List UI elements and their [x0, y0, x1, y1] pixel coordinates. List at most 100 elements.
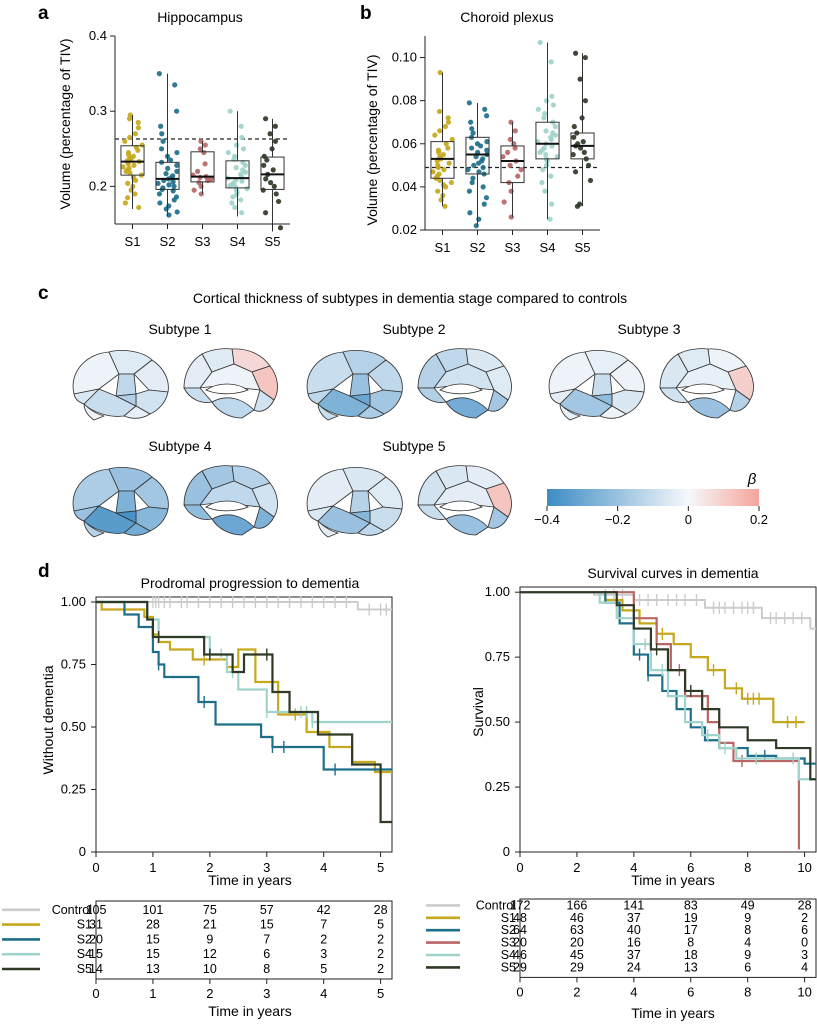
- survival-risk-cell: 29: [570, 960, 584, 974]
- choroid-box-S1: [430, 141, 455, 179]
- prodromal-risk-cell: 101: [142, 903, 163, 917]
- brain-lateral-2: [306, 350, 403, 421]
- choroid-point-S4: [548, 59, 554, 65]
- brain-lateral-3-region: [559, 403, 581, 421]
- choroid-point-S1: [445, 115, 451, 121]
- choroid-point-S5: [572, 169, 579, 175]
- prodromal-table-xlabel: Time in years: [208, 1003, 292, 1019]
- hippocampus-point-S2: [171, 197, 177, 203]
- hippocampus-point-S5: [262, 210, 269, 216]
- hippocampus-box-S5: [260, 156, 285, 190]
- choroid-point-S1: [442, 203, 448, 209]
- choroid-point-S4: [554, 154, 560, 160]
- hippocampus-point-S1: [120, 164, 126, 170]
- brain-medial-4-region: [211, 514, 255, 536]
- hippocampus-point-S1: [139, 142, 145, 148]
- choroid-point-S2: [476, 169, 482, 175]
- choroid-box-S2: [465, 136, 490, 175]
- brain-medial-3-corpus-callosum: [681, 383, 725, 395]
- hippocampus-point-S2: [156, 71, 162, 77]
- prodromal-risk-cell: 28: [374, 903, 388, 917]
- prodromal-risk-cell: 42: [317, 903, 331, 917]
- choroid-point-S4: [547, 216, 553, 222]
- hippocampus-point-S2: [174, 162, 180, 168]
- choroid-point-S1: [445, 145, 451, 151]
- prodromal-risk-cell: 5: [320, 962, 327, 976]
- hippocampus-point-S4: [239, 134, 245, 141]
- hippocampus-point-S5: [271, 183, 277, 189]
- choroid-point-S4: [540, 167, 546, 173]
- hippocampus-point-S2: [158, 146, 165, 152]
- brain-lateral-4-region: [123, 522, 151, 536]
- choroid-point-S2: [469, 126, 475, 132]
- hippocampus-point-S5: [275, 198, 282, 205]
- survival-risk-cell: 8: [744, 923, 751, 937]
- prodromal-xtick-label: 5: [377, 860, 384, 875]
- colorbar-ticks: −0.4 −0.2 0 0.2: [534, 506, 768, 527]
- choroid-title: Choroid plexus: [460, 9, 553, 25]
- prodromal-risk-cell: 10: [203, 962, 217, 976]
- hippocampus-point-S2: [155, 180, 161, 186]
- choroid-point-S5: [585, 162, 592, 168]
- hippocampus-point-S3: [197, 146, 203, 152]
- hippocampus-point-S2: [156, 191, 163, 197]
- choroid-point-S4: [541, 115, 547, 121]
- survival-risk-cell: 6: [801, 923, 808, 937]
- survival-ylabel: Survival: [470, 687, 486, 737]
- brain-medial-1-region: [211, 397, 255, 419]
- prodromal-ytick-label: 0: [79, 844, 86, 859]
- brain-medial-3-region: [659, 387, 689, 403]
- survival-risk-table-frame: [519, 898, 817, 978]
- hippocampus-point-S4: [232, 204, 238, 211]
- prodromal-risk-cell: 2: [320, 932, 327, 946]
- survival-risk-cell: 4: [744, 936, 751, 950]
- choroid-ytick-label: 0.04: [392, 179, 417, 194]
- hippocampus-point-S4: [225, 149, 231, 156]
- prodromal-risk-cell: 8: [263, 962, 270, 976]
- survival-risk-cell: 18: [684, 948, 698, 962]
- hippocampus-point-S1: [124, 195, 131, 201]
- hippocampus-point-S1: [126, 116, 133, 122]
- prodromal-risk-cell: 31: [89, 918, 103, 932]
- hippocampus-ytick-label: 0.4: [89, 28, 107, 43]
- survival-risk-cell: 83: [684, 898, 698, 912]
- choroid-point-S1: [436, 149, 442, 155]
- choroid-point-S2: [476, 160, 482, 166]
- brain-medial-4-region: [201, 465, 235, 490]
- hippocampus-point-S3: [202, 142, 208, 148]
- brain-maps: Subtype 1 Subtype 2 Subtype 3 Subtype 4 Subt…: [72, 321, 754, 538]
- survival-risk-cell: 13: [684, 960, 698, 974]
- brain-medial-2-region: [417, 353, 447, 389]
- brain-medial-1-region: [253, 389, 275, 412]
- prodromal-ytick-label: 0.50: [61, 719, 86, 734]
- choroid-point-S2: [466, 188, 473, 194]
- survival-risk-cell: 37: [627, 948, 641, 962]
- prodromal-risk-cell: 2: [377, 947, 384, 961]
- survival-risk-cell: 4: [801, 960, 808, 974]
- choroid-point-S4: [544, 162, 550, 168]
- choroid-ytick-label: 0.10: [392, 50, 417, 65]
- prodromal-risk-cell: 21: [203, 918, 217, 932]
- hippocampus-point-S2: [166, 182, 172, 188]
- prodromal-risk-cell: 6: [263, 947, 270, 961]
- survival-risk-cell: 166: [566, 898, 587, 912]
- prodromal-risk-cell: 5: [377, 918, 384, 932]
- survival-risk-cell: 17: [684, 923, 698, 937]
- prodromal-risk-cell: 7: [320, 918, 327, 932]
- hippocampus-title: Hippocampus: [157, 9, 243, 25]
- brain-medial-5-region: [487, 506, 509, 529]
- prodromal-risk-cell: 15: [146, 947, 160, 961]
- subtype-label: Subtype 5: [382, 438, 445, 454]
- choroid-point-S5: [587, 177, 594, 184]
- hippocampus-point-S2: [163, 206, 169, 212]
- survival-ytick-label: 0.50: [485, 714, 510, 729]
- prodromal-table-xtick-label: 5: [377, 986, 384, 1001]
- survival-xlabel: Time in years: [631, 872, 715, 888]
- survival-xtick-label: 6: [687, 860, 694, 875]
- hippocampus-point-S5: [272, 123, 278, 129]
- hippocampus-point-S4: [227, 108, 233, 114]
- survival-risk-cell: 6: [744, 960, 751, 974]
- hippocampus-point-S2: [163, 171, 169, 177]
- choroid-point-S2: [467, 210, 473, 216]
- survival-risk-cell: 40: [627, 923, 641, 937]
